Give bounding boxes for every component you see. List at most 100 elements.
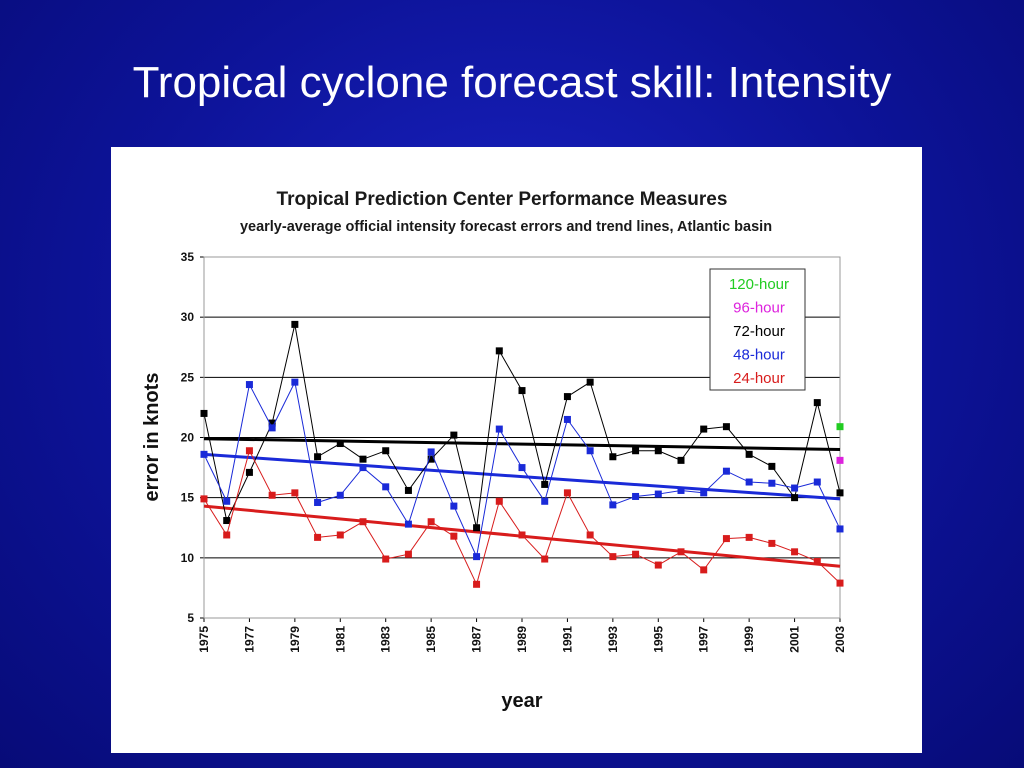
x-tick-label: 2001 [788,626,802,653]
y-tick-label: 25 [181,370,195,384]
data-point-48-hour [223,497,231,505]
x-tick-label: 2003 [833,626,847,653]
data-point-72-hour [495,347,503,355]
data-point-24-hour [609,553,617,561]
data-point-24-hour [632,550,640,558]
data-point-24-hour [586,531,594,539]
data-point-48-hour [336,491,344,499]
y-tick-label: 10 [181,551,195,565]
data-point-48-hour [314,498,322,506]
y-tick-label: 5 [187,611,194,625]
y-tick-label: 35 [181,250,195,264]
data-point-48-hour [495,425,503,433]
plot-area [203,256,841,619]
data-point-24-hour [359,518,367,526]
x-tick-label: 1975 [197,626,211,653]
data-point-72-hour [836,489,844,497]
data-point-24-hour [563,489,571,497]
data-point-48-hour [632,492,640,500]
data-point-24-hour [722,535,730,543]
data-point-72-hour [563,393,571,401]
chart-title: Tropical Prediction Center Performance M… [277,189,728,210]
data-point-24-hour [404,550,412,558]
data-point-24-hour [768,539,776,547]
trend-line-72-hour [203,437,841,452]
data-point-24-hour [336,531,344,539]
data-point-72-hour [700,425,708,433]
trend-line-48-hour [203,452,841,501]
data-point-24-hour [836,579,844,587]
data-point-48-hour [586,447,594,455]
data-point-48-hour [404,520,412,528]
data-point-72-hour [314,453,322,461]
data-point-24-hour [245,447,253,455]
data-point-72-hour [768,462,776,470]
data-point-72-hour [268,419,276,427]
data-point-24-hour [654,561,662,569]
slide-title: Tropical cyclone forecast skill: Intensi… [132,58,892,107]
data-point-48-hour [359,464,367,472]
x-tick-label: 1989 [515,626,529,653]
data-point-72-hour [245,468,253,476]
data-point-24-hour [677,548,685,556]
data-point-72-hour [336,440,344,448]
data-point-48-hour [200,450,208,458]
data-point-48-hour [745,478,753,486]
x-tick-label: 1999 [742,626,756,653]
legend-box [709,268,806,391]
x-tick-label: 1987 [470,626,484,653]
data-point-72-hour [291,320,299,328]
data-point-48-hour [291,378,299,386]
legend-entry-120-hour: 120-hour [729,276,789,293]
y-tick-label: 30 [181,310,195,324]
x-tick-label: 1977 [242,626,256,653]
y-axis-label: error in knots [141,373,163,502]
data-point-24-hour [495,497,503,505]
data-point-48-hour [541,497,549,505]
data-point-72-hour [722,423,730,431]
data-point-24-hour [813,557,821,565]
y-tick-label: 20 [181,431,195,445]
data-point-48-hour [836,525,844,533]
data-point-72-hour [791,494,799,502]
data-point-24-hour [314,533,322,541]
data-point-24-hour [473,580,481,588]
chart-panel: Tropical Prediction Center Performance M… [111,147,922,753]
x-tick-label: 1985 [424,626,438,653]
data-point-72-hour [359,455,367,463]
x-tick-label: 1995 [651,626,665,653]
data-point-48-hour [609,501,617,509]
data-point-24-hour [700,566,708,574]
data-point-24-hour [541,555,549,563]
data-point-72-hour [450,431,458,439]
data-point-72-hour [404,486,412,494]
data-point-48-hour [813,478,821,486]
data-point-48-hour [677,486,685,494]
legend-entry-72-hour: 72-hour [733,323,785,340]
legend-entry-24-hour: 24-hour [733,370,785,387]
data-point-48-hour [722,467,730,475]
y-tick-label: 15 [181,491,195,505]
data-point-48-hour [791,484,799,492]
series-lines [200,320,844,588]
data-point-72-hour [632,447,640,455]
data-point-48-hour [700,489,708,497]
x-tick-label: 1997 [697,626,711,653]
data-point-72-hour [677,456,685,464]
x-tick-label: 1993 [606,626,620,653]
data-point-72-hour [609,453,617,461]
data-point-48-hour [427,448,435,456]
legend: 120-hour 96-hour 72-hour 48-hour 24-hour [709,268,806,391]
data-point-48-hour [450,502,458,510]
x-tick-label: 1981 [333,626,347,653]
data-point-24-hour [745,533,753,541]
data-point-24-hour [291,489,299,497]
x-tick-label: 1979 [288,626,302,653]
data-point-72-hour [223,517,231,525]
data-point-24-hour [200,495,208,503]
legend-entry-48-hour: 48-hour [733,347,785,364]
intensity-error-chart: Tropical Prediction Center Performance M… [141,189,847,712]
data-point-72-hour [745,450,753,458]
data-point-72-hour [654,447,662,455]
data-point-72-hour [473,524,481,532]
